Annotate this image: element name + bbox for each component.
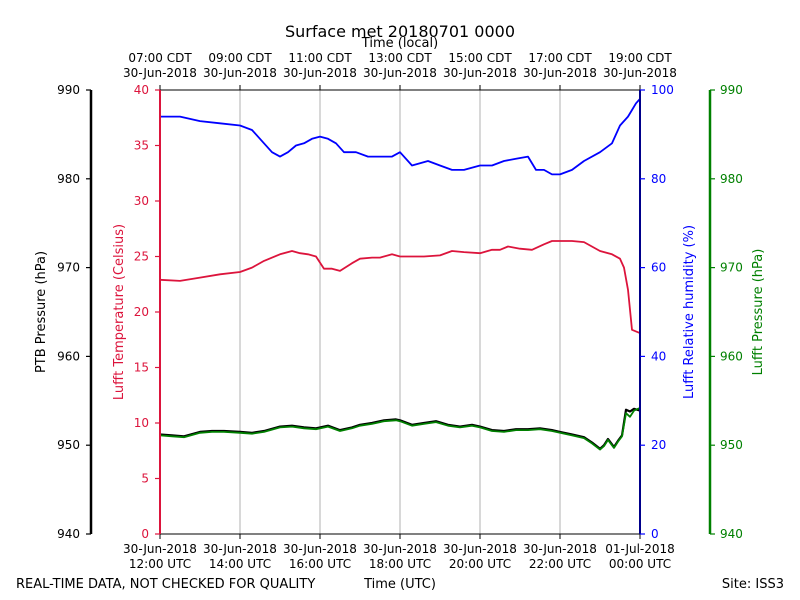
y-tick-label-humidity-4: 80 bbox=[651, 172, 666, 186]
x-tick-label-utc-date-1: 30-Jun-2018 bbox=[203, 542, 277, 556]
x-tick-label-local-date-2: 30-Jun-2018 bbox=[283, 66, 357, 80]
series-line-lufft-pressure bbox=[159, 407, 641, 451]
temperature-axis-label: Lufft Temperature (Celsius) bbox=[112, 224, 127, 400]
chart-title: Surface met 20180701 0000 bbox=[285, 22, 515, 41]
x-tick-label-utc-time-0: 12:00 UTC bbox=[129, 557, 191, 571]
x-tick-label-local-time-4: 15:00 CDT bbox=[448, 51, 512, 65]
x-tick-label-local-date-6: 30-Jun-2018 bbox=[603, 66, 677, 80]
y-tick-label-temperature-6: 30 bbox=[134, 194, 149, 208]
y-tick-label-ptb_pressure-1: 950 bbox=[57, 438, 80, 452]
top-axis-label: Time (local) bbox=[361, 36, 438, 51]
y-tick-label-temperature-3: 15 bbox=[134, 361, 149, 375]
y-tick-label-ptb_pressure-2: 960 bbox=[57, 349, 80, 363]
x-tick-label-utc-date-2: 30-Jun-2018 bbox=[283, 542, 357, 556]
x-tick-label-local-time-3: 13:00 CDT bbox=[368, 51, 432, 65]
x-tick-label-utc-date-5: 30-Jun-2018 bbox=[523, 542, 597, 556]
y-tick-label-lufft_pressure-2: 960 bbox=[720, 349, 743, 363]
y-tick-label-temperature-8: 40 bbox=[134, 83, 149, 97]
x-tick-label-utc-date-3: 30-Jun-2018 bbox=[363, 542, 437, 556]
y-tick-label-ptb_pressure-3: 970 bbox=[57, 261, 80, 275]
x-tick-label-local-time-5: 17:00 CDT bbox=[528, 51, 592, 65]
grid bbox=[239, 90, 561, 534]
footer-left: REAL-TIME DATA, NOT CHECKED FOR QUALITY bbox=[16, 577, 315, 592]
x-tick-label-utc-time-1: 14:00 UTC bbox=[209, 557, 271, 571]
x-tick-label-utc-date-0: 30-Jun-2018 bbox=[123, 542, 197, 556]
x-tick-label-utc-time-2: 16:00 UTC bbox=[289, 557, 351, 571]
y-tick-label-lufft_pressure-4: 980 bbox=[720, 172, 743, 186]
y-tick-label-humidity-5: 100 bbox=[651, 83, 674, 97]
humidity-axis-label: Lufft Relative humidity (%) bbox=[682, 225, 697, 399]
y-tick-label-lufft_pressure-5: 990 bbox=[720, 83, 743, 97]
y-tick-label-lufft_pressure-3: 970 bbox=[720, 261, 743, 275]
y-tick-label-temperature-4: 20 bbox=[134, 305, 149, 319]
y-tick-label-temperature-2: 10 bbox=[134, 416, 149, 430]
x-tick-label-local-time-1: 09:00 CDT bbox=[208, 51, 272, 65]
x-tick-label-local-date-0: 30-Jun-2018 bbox=[123, 66, 197, 80]
y-tick-label-temperature-7: 35 bbox=[134, 139, 149, 153]
x-tick-label-local-time-6: 19:00 CDT bbox=[608, 51, 672, 65]
x-tick-label-utc-date-6: 01-Jul-2018 bbox=[605, 542, 675, 556]
series-line-lufft-relative-humidity bbox=[160, 98, 641, 176]
y-tick-label-ptb_pressure-0: 940 bbox=[57, 527, 80, 541]
y-tick-label-ptb_pressure-4: 980 bbox=[57, 172, 80, 186]
y-tick-label-humidity-2: 40 bbox=[651, 349, 666, 363]
x-tick-label-local-date-3: 30-Jun-2018 bbox=[363, 66, 437, 80]
x-axis-label: Time (UTC) bbox=[363, 577, 436, 592]
series-line-lufft-temperature bbox=[159, 240, 641, 334]
x-tick-label-utc-time-6: 00:00 UTC bbox=[609, 557, 671, 571]
x-tick-label-utc-time-4: 20:00 UTC bbox=[449, 557, 511, 571]
y-tick-label-lufft_pressure-0: 940 bbox=[720, 527, 743, 541]
x-tick-label-local-time-0: 07:00 CDT bbox=[128, 51, 192, 65]
y-tick-label-humidity-3: 60 bbox=[651, 261, 666, 275]
x-tick-label-utc-date-4: 30-Jun-2018 bbox=[443, 542, 517, 556]
x-tick-label-local-date-1: 30-Jun-2018 bbox=[203, 66, 277, 80]
y-tick-label-humidity-0: 0 bbox=[651, 527, 659, 541]
y-tick-label-humidity-1: 20 bbox=[651, 438, 666, 452]
x-tick-label-local-time-2: 11:00 CDT bbox=[288, 51, 352, 65]
lufft-pressure-axis-label: Lufft Pressure (hPa) bbox=[751, 249, 766, 376]
y-tick-label-ptb_pressure-5: 990 bbox=[57, 83, 80, 97]
x-tick-label-local-date-4: 30-Jun-2018 bbox=[443, 66, 517, 80]
y-tick-label-temperature-1: 5 bbox=[141, 472, 149, 486]
chart-marks bbox=[159, 98, 641, 451]
x-tick-label-utc-time-3: 18:00 UTC bbox=[369, 557, 431, 571]
x-tick-label-local-date-5: 30-Jun-2018 bbox=[523, 66, 597, 80]
footer-right: Site: ISS3 bbox=[722, 577, 784, 592]
y-tick-label-temperature-0: 0 bbox=[141, 527, 149, 541]
y-tick-label-lufft_pressure-1: 950 bbox=[720, 438, 743, 452]
x-tick-label-utc-time-5: 22:00 UTC bbox=[529, 557, 591, 571]
y-tick-label-temperature-5: 25 bbox=[134, 250, 149, 264]
ptb-pressure-axis-label: PTB Pressure (hPa) bbox=[34, 251, 49, 373]
